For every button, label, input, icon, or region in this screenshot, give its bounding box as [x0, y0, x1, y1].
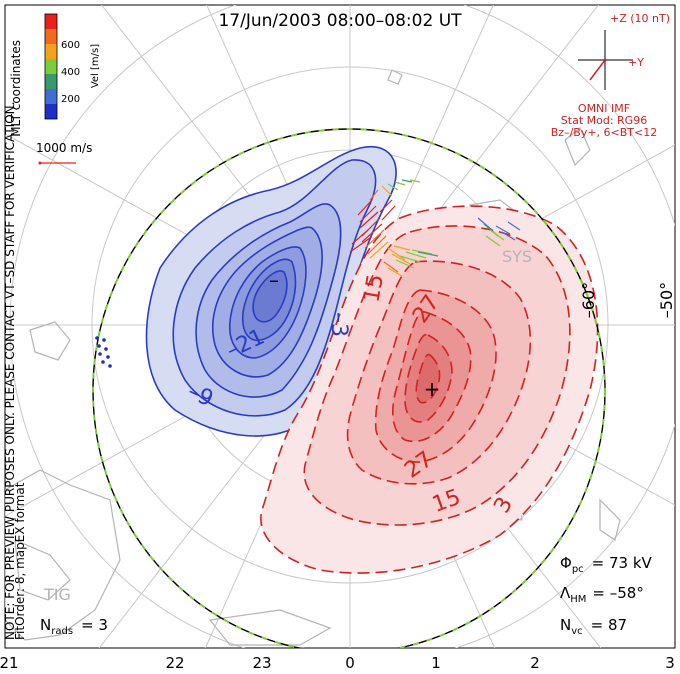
stat-sub: HM [570, 594, 586, 605]
velocity-vectors [95, 179, 521, 368]
vector-cluster-dawn [477, 217, 521, 247]
imf-vector [589, 59, 606, 81]
lat-label-60: –60° [579, 282, 598, 318]
stat-symbol: Φ [560, 554, 572, 572]
hm-boundary-overlay [92, 128, 606, 648]
stat-value: = 3 [81, 616, 108, 634]
velocity-scale-label: 1000 m/s [36, 141, 92, 155]
mlt-label: 21 [0, 654, 19, 672]
mlt-label: 3 [665, 654, 675, 672]
contour-label: 15 [359, 272, 388, 304]
mlt-label: 22 [165, 654, 184, 672]
colorbar-tick: 400 [61, 67, 80, 78]
stat-value: = 87 [591, 616, 627, 634]
potential-min-marker: – [269, 268, 279, 292]
stat-phi-pc: Φpc = 73 kV [560, 554, 653, 575]
vector-cluster-noon [383, 245, 439, 277]
colorbar-swatch [45, 14, 57, 29]
imf-condition: Bz–/By+, 6<BT<12 [551, 126, 658, 139]
mlt-axis: 21 22 23 0 1 2 3 [0, 654, 675, 672]
colorbar-swatch [45, 59, 57, 74]
station-label-tig: TIG [43, 585, 71, 604]
stat-value: = –58° [592, 584, 643, 602]
mlt-label: 23 [252, 654, 271, 672]
imf-y-label: +Y [628, 56, 644, 69]
colorbar-tick: 200 [61, 94, 80, 105]
imf-dial: +Z (10 nT) +Y OMNI IMF Stat Mod: RG96 Bz… [551, 12, 670, 139]
contour-label: –3 [326, 312, 351, 337]
stats-panel: Φpc = 73 kV ΛHM = –58° Nvc = 87 Nrads = 3 [40, 554, 653, 637]
colorbar-swatch [45, 74, 57, 89]
stat-symbol: Λ [560, 584, 571, 602]
imf-source: OMNI IMF [578, 102, 630, 115]
colorbar-swatch [45, 89, 57, 104]
stat-symbol: N [40, 616, 51, 634]
stat-sub: pc [572, 564, 584, 575]
stat-n-rads: Nrads = 3 [40, 616, 108, 637]
page-title: 17/Jun/2003 08:00–08:02 UT [218, 11, 462, 31]
stat-symbol: N [560, 616, 571, 634]
imf-z-label: +Z (10 nT) [610, 12, 670, 25]
stat-lambda-hm: ΛHM = –58° [560, 584, 644, 605]
stat-n-vc: Nvc = 87 [560, 616, 627, 637]
colorbar-swatch [45, 29, 57, 44]
station-label-sys: SYS [502, 247, 532, 266]
colorbar-swatch [45, 44, 57, 59]
potential-max-marker: + [424, 377, 441, 401]
stat-value: = 73 kV [592, 554, 653, 572]
velocity-colorbar: 600 400 200 Vel [m/s] [44, 13, 101, 120]
imf-model: Stat Mod: RG96 [561, 114, 647, 127]
coords-label: MLT coordinates [9, 40, 23, 137]
stat-sub: rads [51, 626, 73, 637]
vector-cluster-dusk [349, 179, 421, 259]
stat-sub: vc [571, 626, 582, 637]
preview-notice: NOTE: FOR PREVIEW PURPOSES ONLY. PLEASE … [3, 102, 17, 640]
vector-cluster-nightside [95, 336, 112, 368]
mlt-label: 2 [530, 654, 540, 672]
mlt-label: 0 [345, 654, 355, 672]
lat-label-50: –50° [657, 282, 676, 318]
colorbar-label: Vel [m/s] [90, 44, 101, 88]
colorbar-tick: 600 [61, 40, 80, 51]
colorbar-swatch [45, 104, 57, 119]
mlt-label: 1 [431, 654, 441, 672]
fit-order-label: FitOrder: 8, mapEX format [13, 482, 27, 640]
positive-potential-cell [260, 205, 599, 574]
